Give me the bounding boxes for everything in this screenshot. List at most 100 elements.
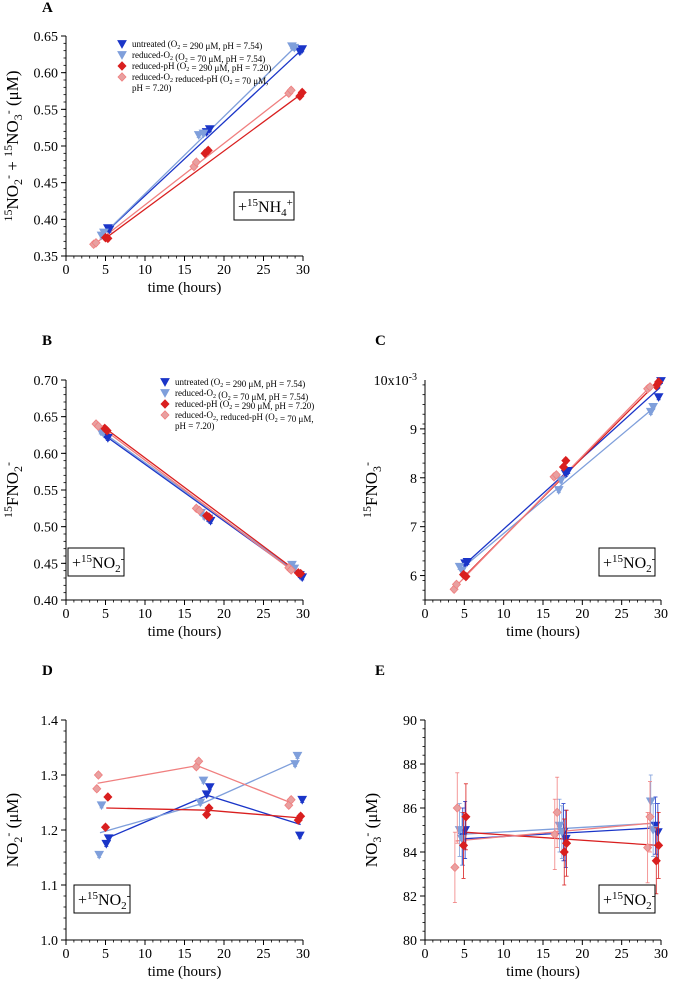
data-point-reduced-O2	[553, 486, 564, 495]
data-point-reduced-O2-pH	[194, 505, 205, 516]
y-tick-label: 0.55	[34, 484, 59, 499]
x-tick-label: 0	[63, 947, 70, 962]
y-tick-label: 0.35	[34, 250, 59, 265]
x-tick-label: 10	[138, 947, 152, 962]
data-point-reduced-pH	[202, 809, 212, 820]
data-point-untreated	[204, 125, 215, 134]
data-point-reduced-pH	[103, 233, 113, 244]
y-top-label: 10x10-3	[374, 372, 417, 389]
legend-entry: pH = 7.20)	[175, 421, 214, 431]
legend-entry: pH = 7.20)	[132, 83, 171, 93]
data-point-reduced-O2	[195, 798, 206, 808]
data-point-untreated	[560, 834, 571, 844]
data-point-untreated	[204, 783, 215, 792]
fit-line-reduced-O2	[99, 760, 297, 834]
data-point-reduced-O2-pH	[450, 862, 460, 873]
panel-letter-b: B	[42, 333, 52, 349]
y-tick-label: 1.3	[41, 769, 59, 784]
data-point-reduced-O2-pH	[91, 238, 101, 248]
x-tick-label: 0	[63, 607, 70, 622]
data-point-reduced-O2	[96, 801, 107, 811]
data-point-reduced-pH	[100, 822, 111, 833]
legend-marker-untreated	[117, 40, 127, 49]
data-point-reduced-O2-pH	[93, 770, 103, 780]
y-tick-label: 0.45	[34, 177, 59, 192]
fit-line-reduced-O2-pH	[454, 386, 651, 588]
data-point-reduced-pH	[461, 812, 471, 822]
y-tick-label: 6	[410, 570, 417, 585]
data-point-reduced-pH	[204, 512, 214, 522]
data-point-reduced-O2-pH	[286, 794, 296, 805]
data-point-reduced-pH	[559, 847, 569, 857]
data-point-reduced-O2-pH	[194, 756, 204, 767]
x-tick-label: 5	[461, 607, 468, 622]
x-tick-label: 25	[615, 607, 629, 622]
x-tick-label: 5	[102, 947, 109, 962]
data-point-reduced-O2-pH	[645, 812, 655, 822]
data-point-untreated	[297, 795, 308, 805]
data-point-reduced-O2	[457, 834, 467, 844]
x-tick-label: 0	[63, 263, 70, 278]
x-tick-label: 5	[102, 607, 109, 622]
x-tick-label: 25	[257, 947, 271, 962]
fit-line-untreated	[108, 49, 302, 231]
y-tick-label: 84	[403, 846, 417, 861]
data-point-reduced-pH	[103, 792, 113, 802]
y-tick-label: 1.2	[41, 824, 59, 839]
x-tick-label: 10	[138, 263, 152, 278]
chart-e: 0 5 10 15 20 25 30 80 82 84 86 88 90 time (hours) NO3-…	[360, 714, 668, 980]
fit-line-reduced-O2	[101, 430, 296, 572]
x-tick-label: 20	[217, 263, 231, 278]
tracer-label: +15NO2-	[72, 553, 125, 575]
x-tick-label: 20	[575, 947, 589, 962]
y-tick-label: 86	[403, 802, 417, 817]
tracer-box-frame	[73, 884, 131, 914]
x-tick-label: 20	[575, 607, 589, 622]
y-tick-label: 8	[410, 472, 417, 487]
x-tick-label: 10	[138, 607, 152, 622]
data-point-reduced-pH	[203, 145, 213, 156]
y-tick-label: 0.65	[34, 30, 59, 45]
x-axis-title: time (hours)	[148, 624, 222, 640]
x-tick-label: 0	[422, 947, 429, 962]
data-point-untreated	[201, 790, 212, 800]
data-point-reduced-O2-pH	[551, 470, 561, 480]
fit-line-reduced-pH	[106, 807, 300, 819]
chart-a: 0 5 10 15 20 25 30 0.35 0.40 0.45 0.50 0.55 0.60 0.65…	[1, 30, 310, 296]
panel-letter-e: E	[375, 663, 385, 679]
y-tick-label: 0.60	[34, 447, 59, 462]
x-tick-label: 30	[296, 607, 310, 622]
data-point-reduced-O2	[198, 129, 209, 139]
x-tick-label: 15	[536, 947, 550, 962]
y-tick-label: 1.4	[41, 714, 59, 729]
data-point-reduced-pH	[102, 425, 112, 436]
data-point-reduced-O2	[292, 751, 303, 761]
data-point-reduced-O2	[645, 797, 656, 807]
data-point-reduced-pH	[562, 838, 572, 848]
data-point-reduced-pH	[296, 568, 306, 579]
x-tick-label: 10	[497, 607, 511, 622]
data-point-untreated	[103, 834, 114, 844]
legend-marker-reduced-O2	[160, 389, 170, 398]
y-tick-label: 0.50	[34, 521, 59, 536]
legend-entry: reduced-pH (O2 = 290 μM, pH = 7.20)	[132, 61, 271, 73]
tracer-label: +15NO2-	[78, 890, 131, 912]
tracer-label-box: +15NO2-	[73, 884, 131, 914]
fit-line-reduced-O2	[101, 46, 296, 236]
x-tick-label: 30	[654, 947, 668, 962]
x-tick-label: 30	[654, 607, 668, 622]
data-point-reduced-O2-pH	[451, 579, 462, 590]
x-tick-label: 5	[461, 947, 468, 962]
y-tick-label: 9	[410, 423, 417, 438]
y-tick-label: 90	[403, 714, 417, 729]
fit-line-reduced-pH	[105, 93, 302, 239]
legend-marker-untreated	[160, 378, 170, 387]
y-tick-label: 82	[403, 890, 417, 905]
data-point-reduced-O2	[648, 402, 659, 412]
data-point-untreated	[653, 393, 664, 402]
tracer-box-frame	[598, 884, 656, 914]
x-tick-label: 30	[296, 263, 310, 278]
x-tick-label: 15	[178, 607, 192, 622]
y-axis-title: NO3- (μM)	[360, 793, 384, 867]
